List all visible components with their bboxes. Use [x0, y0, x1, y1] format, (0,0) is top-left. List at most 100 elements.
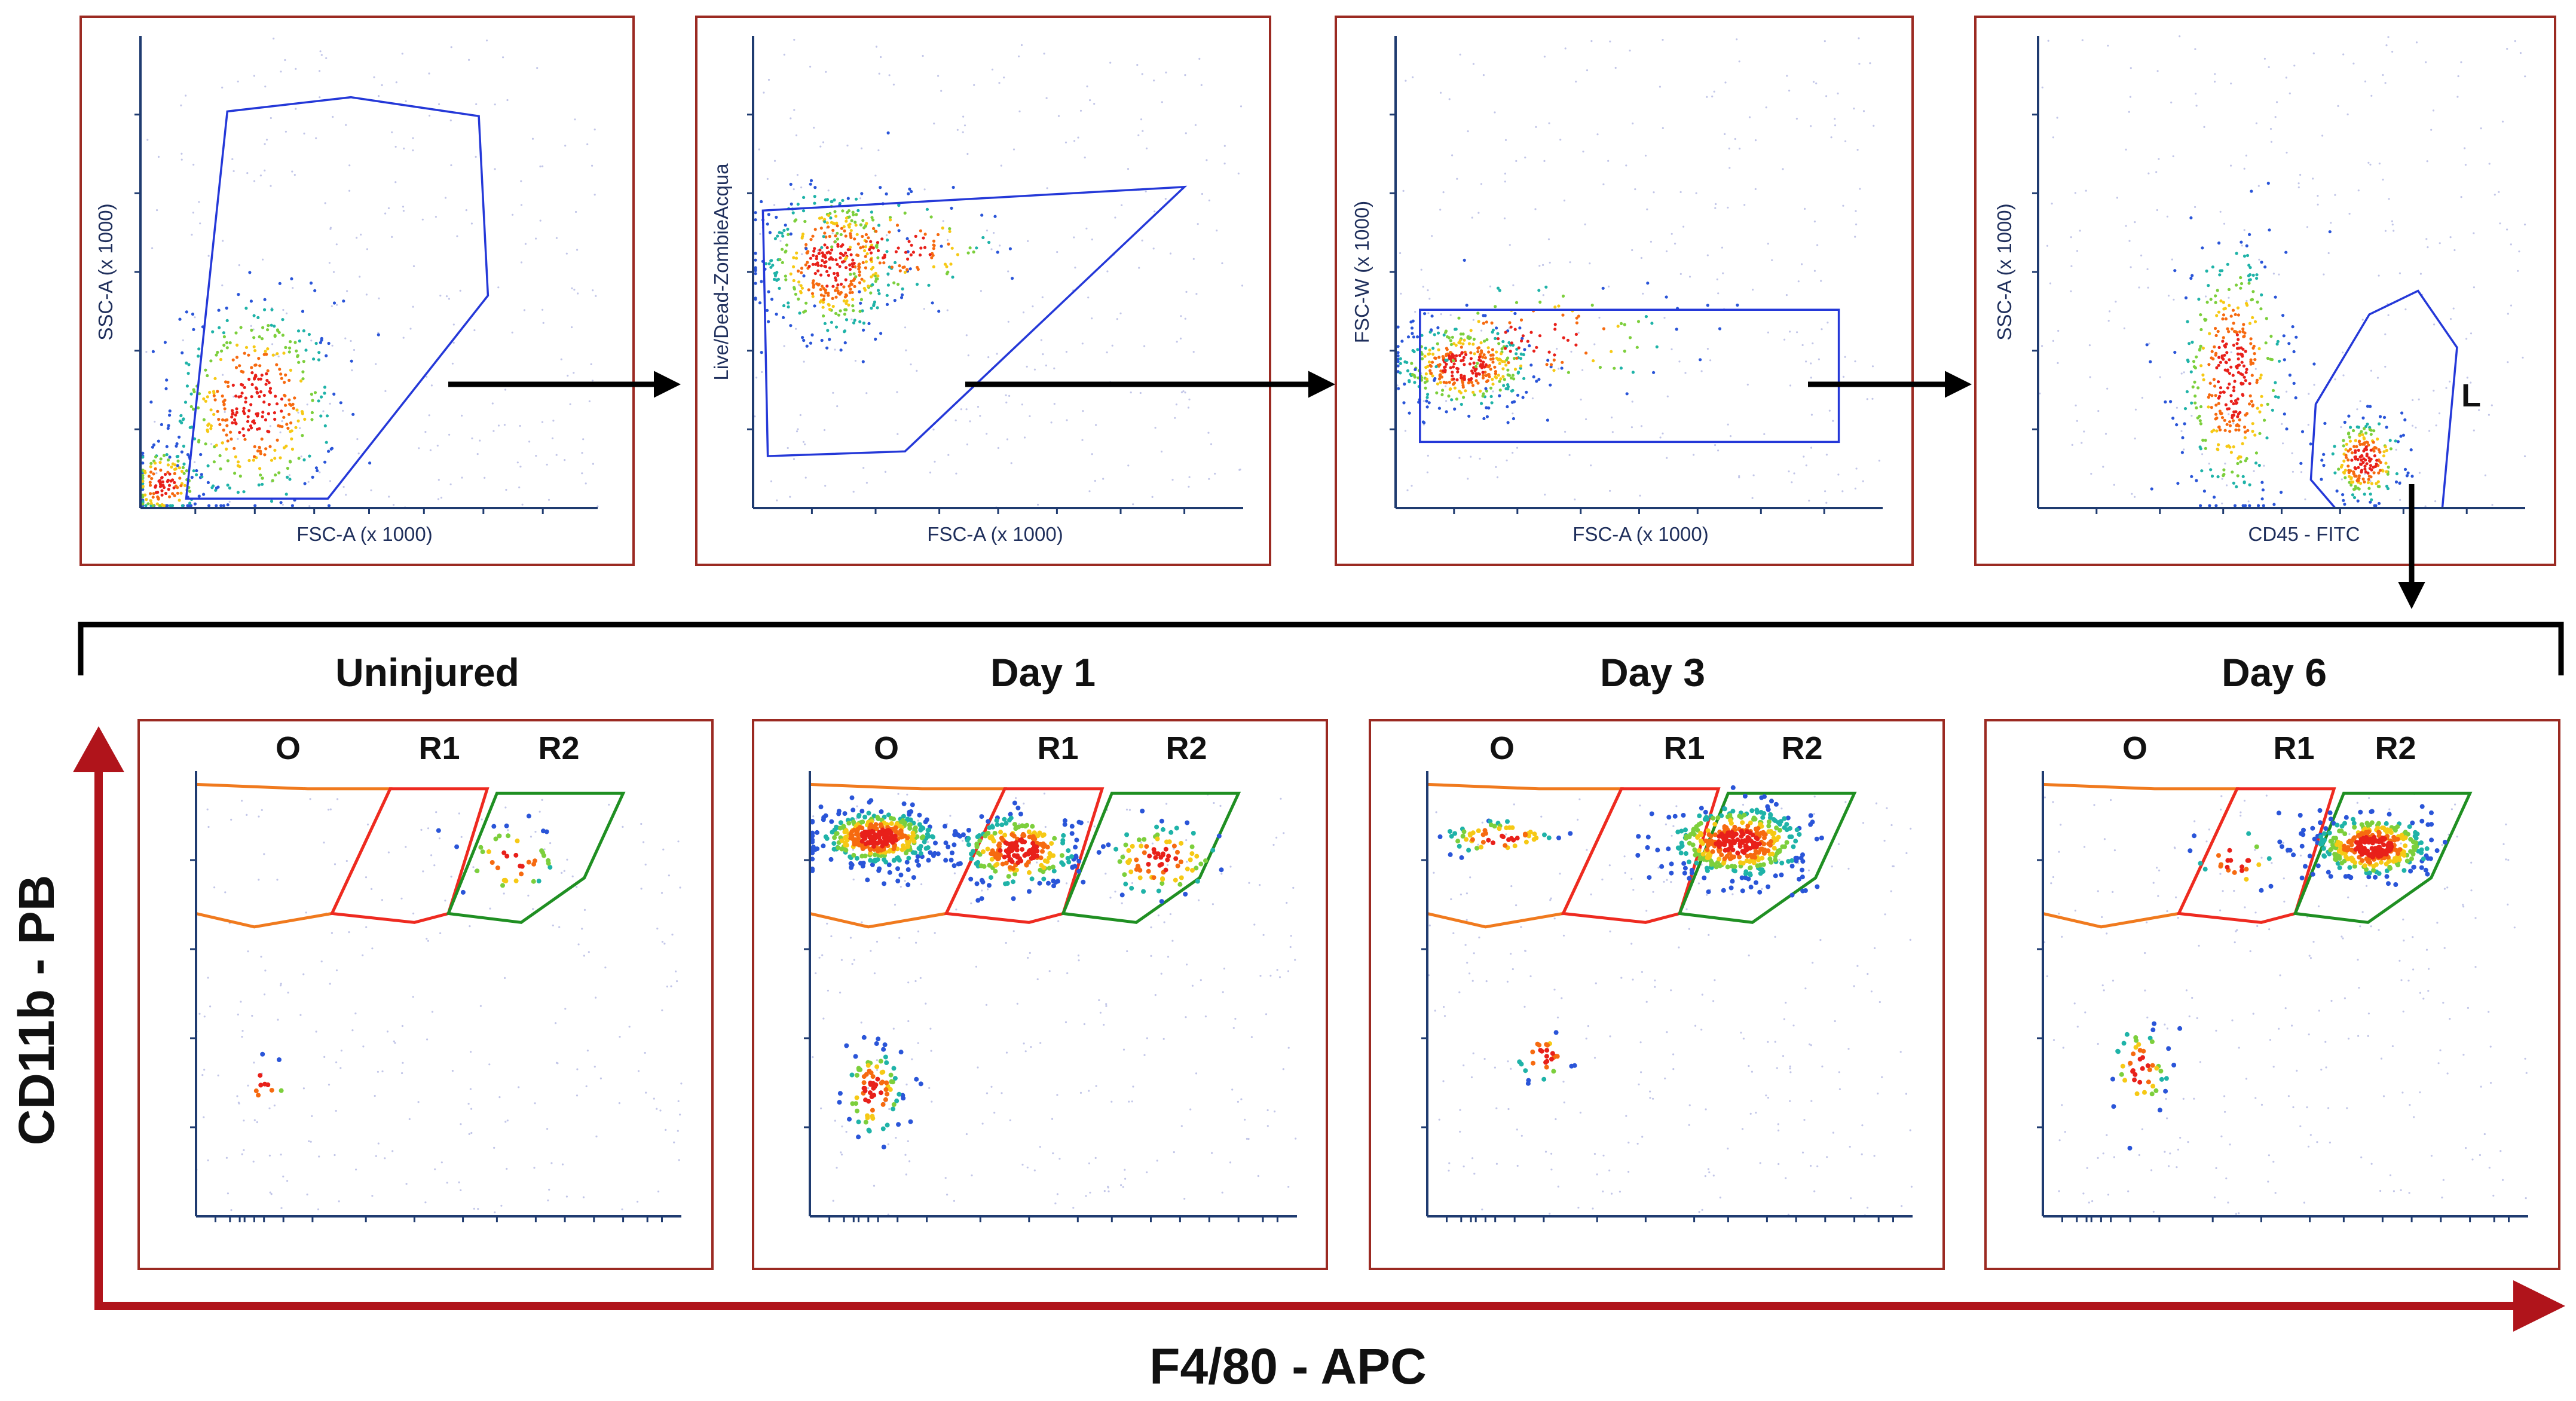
event-point — [971, 849, 975, 854]
background-event — [1638, 1083, 1640, 1085]
background-event — [201, 1074, 204, 1076]
event-point — [1519, 352, 1523, 356]
event-point — [2364, 470, 2367, 474]
background-event — [1478, 936, 1480, 939]
event-point — [1584, 351, 1588, 355]
background-event — [1598, 316, 1601, 319]
background-event — [906, 793, 908, 796]
event-point — [878, 1059, 883, 1064]
background-event — [256, 1121, 258, 1124]
event-point — [800, 236, 804, 240]
event-point — [843, 308, 847, 311]
event-point — [864, 266, 867, 270]
event-point — [853, 285, 856, 288]
background-event — [755, 377, 758, 379]
event-point — [833, 210, 837, 213]
background-event — [1834, 124, 1837, 127]
background-event — [2051, 203, 2053, 205]
background-event — [873, 1185, 876, 1187]
background-event — [914, 980, 917, 983]
background-event — [287, 992, 289, 994]
background-event — [993, 232, 995, 234]
event-point — [1616, 325, 1620, 328]
background-event — [1662, 39, 1664, 41]
event-point — [1538, 334, 1542, 338]
background-event — [1262, 934, 1265, 936]
background-event — [2352, 62, 2355, 65]
event-point — [173, 494, 176, 497]
background-event — [1140, 842, 1142, 844]
event-point — [2253, 320, 2257, 323]
event-point — [844, 293, 848, 296]
event-point — [231, 409, 234, 412]
event-point — [2350, 458, 2354, 462]
event-point — [915, 854, 920, 859]
event-point — [1453, 386, 1457, 390]
event-point — [2190, 274, 2194, 277]
event-point — [1408, 411, 1411, 415]
event-point — [881, 1145, 886, 1150]
event-point — [258, 335, 261, 339]
event-point — [874, 826, 879, 831]
background-event — [1095, 1085, 1097, 1087]
event-point — [211, 330, 215, 334]
event-point — [1424, 372, 1428, 376]
event-point — [834, 215, 838, 218]
event-point — [2363, 442, 2366, 446]
background-event — [1136, 64, 1139, 66]
background-event — [548, 1188, 550, 1191]
background-event — [1712, 1000, 1715, 1002]
background-event — [1854, 360, 1856, 363]
event-point — [863, 1119, 868, 1125]
event-point — [2363, 464, 2367, 468]
panel-frame — [695, 16, 1271, 566]
background-event — [418, 447, 420, 449]
event-point — [309, 282, 313, 285]
event-point — [905, 268, 909, 271]
event-point — [186, 372, 190, 375]
background-event — [224, 891, 227, 894]
background-event — [793, 38, 796, 41]
background-event — [2464, 164, 2467, 166]
background-event — [1721, 246, 1723, 249]
background-event — [1189, 1108, 1192, 1111]
event-point — [2207, 363, 2211, 366]
event-point — [2228, 420, 2232, 424]
background-event — [1082, 410, 1084, 412]
event-point — [1445, 348, 1449, 351]
background-event — [865, 392, 868, 394]
event-point — [218, 326, 221, 329]
background-event — [1250, 1036, 1253, 1038]
background-event — [665, 1128, 667, 1131]
event-point — [1431, 347, 1435, 350]
background-event — [1589, 262, 1591, 265]
background-event — [1404, 430, 1407, 432]
event-point — [2384, 461, 2388, 465]
event-point — [1454, 359, 1457, 363]
event-point — [314, 341, 318, 345]
event-point — [856, 836, 861, 842]
background-event — [541, 421, 544, 423]
background-event — [268, 1107, 271, 1109]
event-point — [2223, 368, 2227, 372]
event-point — [1427, 401, 1431, 405]
background-event — [472, 866, 475, 868]
event-point — [851, 298, 855, 301]
background-event — [1240, 105, 1243, 108]
background-event — [1671, 348, 1673, 351]
background-event — [987, 356, 990, 359]
event-point — [857, 267, 861, 271]
background-event — [1601, 878, 1604, 881]
event-point — [949, 858, 954, 862]
background-event — [1662, 432, 1664, 435]
event-point — [263, 453, 267, 457]
background-event — [1105, 1003, 1108, 1005]
background-event — [503, 424, 506, 426]
background-event — [1089, 99, 1091, 102]
event-point — [888, 265, 891, 269]
event-point — [1433, 333, 1436, 337]
event-point — [2219, 391, 2222, 394]
event-point — [780, 231, 784, 235]
background-event — [456, 235, 458, 237]
background-event — [2427, 246, 2429, 249]
